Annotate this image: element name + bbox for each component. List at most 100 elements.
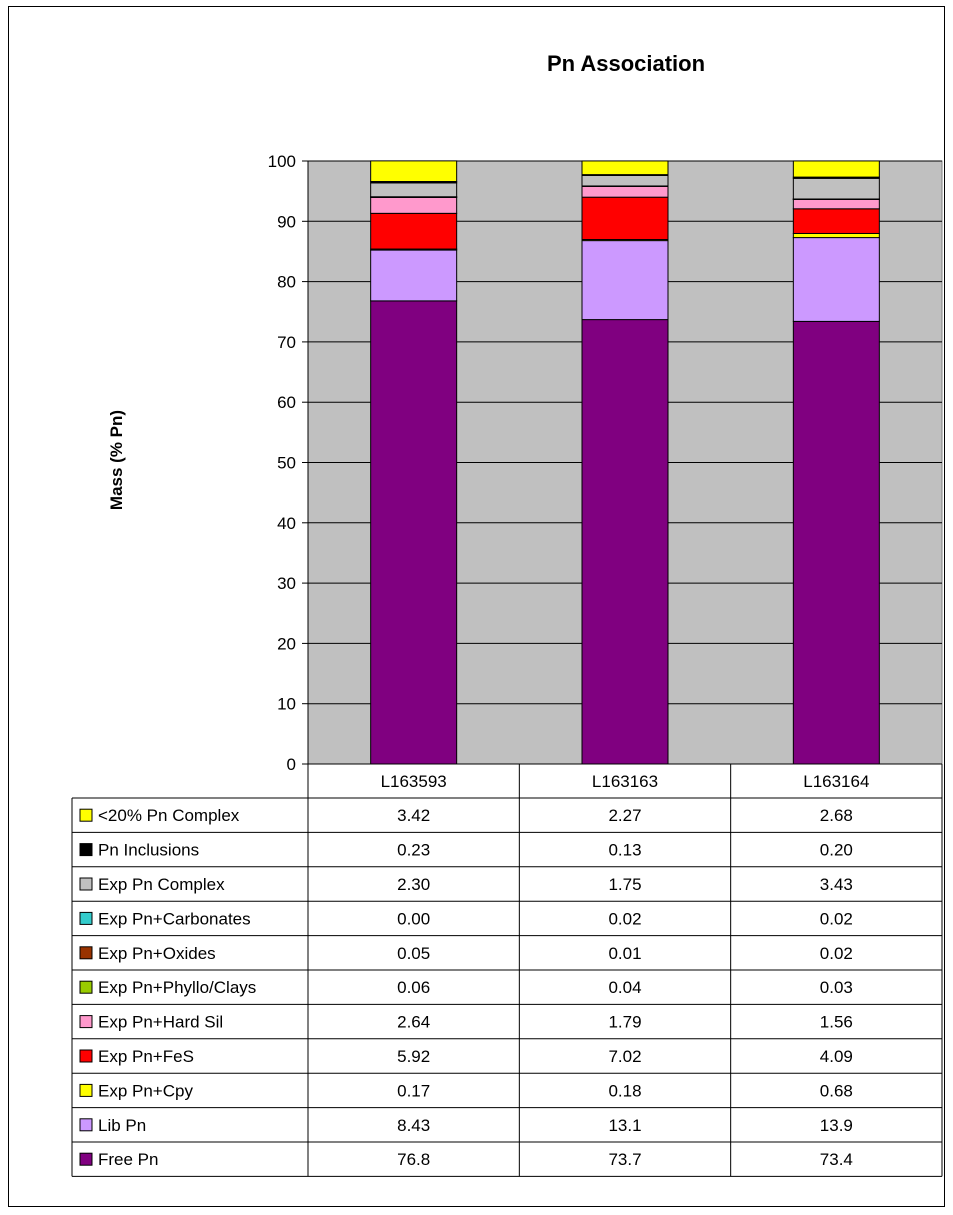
data-label: 0.20 [820,841,853,860]
bar-segment-free-pn-l163164 [792,320,880,765]
data-label: 8.43 [397,1116,430,1135]
data-label: 0.18 [608,1081,641,1100]
data-label: 1.79 [608,1013,641,1032]
data-label: 0.03 [820,978,853,997]
bar-segment-lib-pn-l163163 [581,240,669,321]
x-category-label: L163163 [592,772,658,791]
data-label: 0.02 [820,944,853,963]
y-tick-label: 50 [277,454,296,473]
y-tick-label: 100 [268,152,296,171]
legend-label: Exp Pn+Cpy [98,1081,193,1100]
bar-segment-exp-pn-complex-l163163 [581,174,669,187]
data-label: 2.27 [608,806,641,825]
legend-label: Exp Pn+FeS [98,1047,194,1066]
bar-segment-exp-pn-complex-l163593 [370,182,458,198]
table-row-lib-pn: Lib Pn 8.43 13.1 13.9 [79,1116,853,1135]
data-label: 0.23 [397,841,430,860]
data-label: 0.06 [397,978,430,997]
legend-label: <20% Pn Complex [98,806,240,825]
y-tick-label: 40 [277,514,296,533]
data-label: 3.43 [820,875,853,894]
data-label: 2.64 [397,1013,430,1032]
bar-segment-exp-pn-fes-l163593 [370,212,458,250]
data-label: 0.17 [397,1081,430,1100]
data-label: 0.02 [608,909,641,928]
data-label: 0.04 [608,978,641,997]
y-tick-label: 70 [277,333,296,352]
data-label: 73.4 [820,1150,853,1169]
legend-label: Lib Pn [98,1116,146,1135]
y-tick-label: 80 [277,273,296,292]
data-label: 0.02 [820,909,853,928]
legend-key [79,1083,93,1097]
data-label: 0.05 [397,944,430,963]
legend-key [79,1049,93,1063]
legend-label: Pn Inclusions [98,841,199,860]
bar-segment-free-pn-l163163 [581,319,669,765]
legend-label: Exp Pn+Carbonates [98,909,251,928]
data-label: 13.1 [608,1116,641,1135]
data-label: 2.68 [820,806,853,825]
chart-frame: Pn Association Mass (% Pn) 0 10 20 30 40 50 60… [8,6,945,1207]
y-tick-label: 60 [277,393,296,412]
table-row-exp-pn-phyllo-clays: Exp Pn+Phyllo/Clays 0.06 0.04 0.03 [79,978,853,997]
bar-segment-exp-pn-cpy-l163164 [792,232,880,239]
y-axis-label: Mass (% Pn) [107,410,126,510]
table-row-exp-pn-carbonates: Exp Pn+Carbonates 0.00 0.02 0.02 [79,909,853,928]
data-label: 73.7 [608,1150,641,1169]
y-tick-label: 90 [277,212,296,231]
data-label: 2.30 [397,875,430,894]
bar-segment-lt-20pct-pn-complex-l163164 [792,160,880,178]
legend-key [79,877,93,891]
data-label: 1.56 [820,1013,853,1032]
table-row-exp-pn-cpy: Exp Pn+Cpy 0.17 0.18 0.68 [79,1081,853,1100]
bar-segment-exp-pn-hard-sil-l163593 [370,196,458,214]
y-tick-label: 0 [287,755,296,774]
data-label: 0.68 [820,1081,853,1100]
stacked-bar-chart: Pn Association Mass (% Pn) 0 10 20 30 40 50 60… [71,51,943,1177]
bar-segment-exp-pn-fes-l163163 [581,196,669,241]
legend-label: Exp Pn+Oxides [98,944,216,963]
bar-segment-exp-pn-hard-sil-l163163 [581,185,669,198]
x-category-label: L163593 [381,772,447,791]
x-category-label: L163164 [803,772,869,791]
table-row-exp-pn-fes: Exp Pn+FeS 5.92 7.02 4.09 [79,1047,853,1066]
data-label: 5.92 [397,1047,430,1066]
table-row-exp-pn-hard-sil: Exp Pn+Hard Sil 2.64 1.79 1.56 [79,1013,853,1032]
data-label: 1.75 [608,875,641,894]
table-row-exp-pn-oxides: Exp Pn+Oxides 0.05 0.01 0.02 [79,944,853,963]
chart-title: Pn Association [547,51,705,76]
data-label: 0.01 [608,944,641,963]
table-row-exp-pn-complex: Exp Pn Complex 2.30 1.75 3.43 [79,875,853,894]
y-tick-label: 10 [277,695,296,714]
data-label: 3.42 [397,806,430,825]
bar-segment-lib-pn-l163164 [792,237,880,322]
table-row-lt-20pct-pn-complex: <20% Pn Complex 3.42 2.27 2.68 [79,806,853,825]
bar-segment-exp-pn-fes-l163164 [792,208,880,234]
data-label: 4.09 [820,1047,853,1066]
data-label: 0.13 [608,841,641,860]
bar-segment-free-pn-l163593 [370,300,458,765]
y-tick-label: 30 [277,574,296,593]
table-row-free-pn: Free Pn 76.8 73.7 73.4 [79,1150,853,1169]
legend-key [79,980,93,994]
data-label: 7.02 [608,1047,641,1066]
legend-label: Free Pn [98,1150,158,1169]
bar-segment-exp-pn-hard-sil-l163164 [792,198,880,210]
data-label: 76.8 [397,1150,430,1169]
data-label: 0.00 [397,909,430,928]
legend-label: Exp Pn Complex [98,875,225,894]
y-axis-ticks: 0 10 20 30 40 50 60 70 80 90 100 [268,152,309,774]
y-tick-label: 20 [277,634,296,653]
legend-key [79,1118,93,1132]
table-row-pn-inclusions: Pn Inclusions 0.23 0.13 0.20 [79,841,853,860]
data-label: 13.9 [820,1116,853,1135]
legend-key [79,843,93,857]
data-table: L163593 L163163 L163164 <20% Pn Complex 3.42… [71,763,943,1177]
legend-label: Exp Pn+Phyllo/Clays [98,978,256,997]
legend-key [79,1152,93,1166]
legend-key [79,808,93,822]
legend-key [79,1015,93,1029]
bar-segment-exp-pn-complex-l163164 [792,177,880,200]
bar-segment-lt-20pct-pn-complex-l163163 [581,160,669,176]
